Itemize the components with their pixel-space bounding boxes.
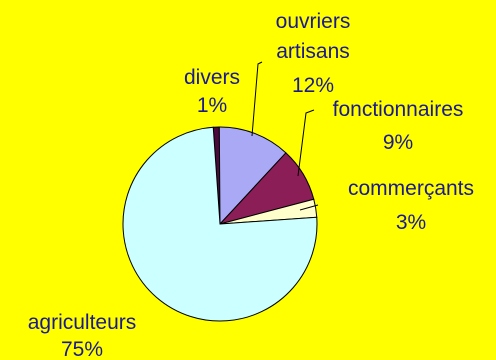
leader-line [251, 61, 263, 137]
pie-slice-ouvriers [218, 126, 287, 226]
pie-slice-agriculteurs [122, 126, 318, 322]
label-commercants: commerçants [348, 177, 474, 200]
leader-line [299, 204, 319, 211]
label-ouvriers-line2: artisans [276, 40, 350, 63]
label-fonctionnaires: fonctionnaires [333, 98, 464, 121]
pie-slices [122, 126, 318, 322]
label-divers: divers [184, 66, 240, 89]
percent-agriculteurs: 75% [61, 338, 103, 360]
percent-commercants: 3% [396, 211, 426, 234]
leader-lines [251, 61, 319, 211]
label-agriculteurs: agriculteurs [28, 311, 137, 334]
percent-fonctionnaires: 9% [383, 131, 413, 154]
leader-line [297, 109, 315, 177]
percent-divers: 1% [197, 94, 227, 117]
percent-ouvriers: 12% [292, 74, 334, 97]
label-ouvriers-line1: ouvriers [276, 10, 351, 33]
